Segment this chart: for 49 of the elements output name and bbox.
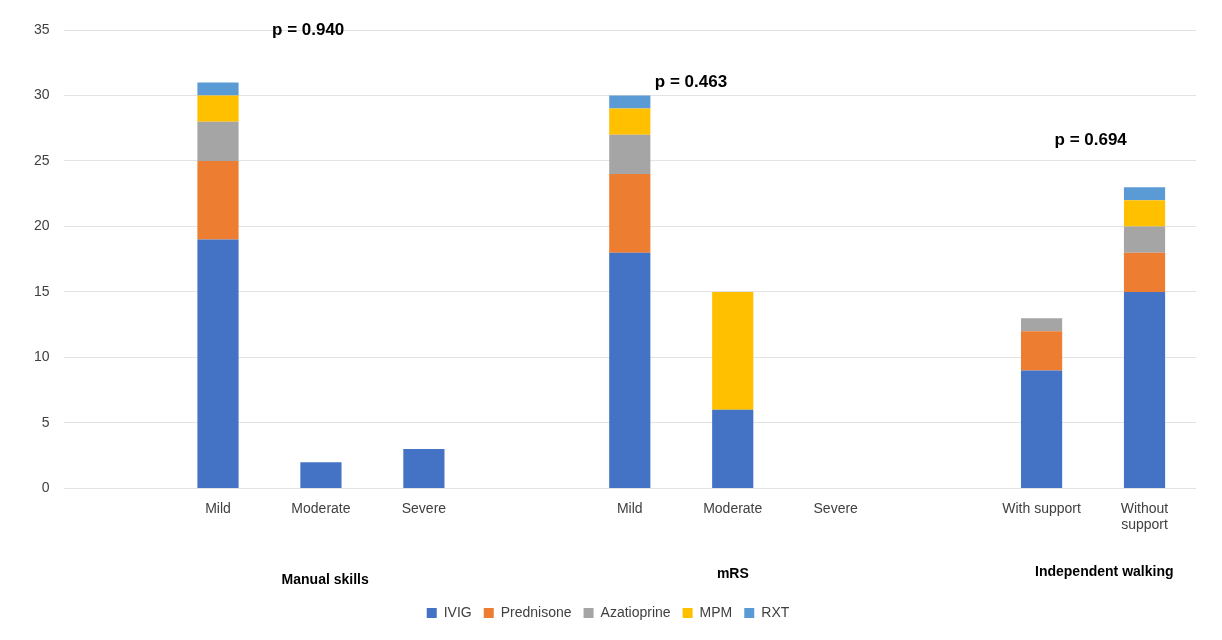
bar bbox=[403, 449, 445, 488]
bar bbox=[1123, 200, 1166, 227]
legend-label: Azatioprine bbox=[600, 603, 671, 620]
bar bbox=[712, 291, 754, 410]
y-tick-label: 0 bbox=[41, 479, 50, 496]
bar bbox=[609, 108, 651, 135]
annotation: p = 0.463 bbox=[654, 71, 728, 91]
annotation: p = 0.694 bbox=[1054, 129, 1128, 149]
bar bbox=[197, 239, 239, 488]
bar bbox=[197, 95, 239, 122]
bar bbox=[1020, 370, 1063, 488]
y-tick-label: 20 bbox=[33, 217, 50, 234]
y-tick-label: 35 bbox=[33, 20, 50, 37]
x-tick-label: Without support bbox=[1120, 499, 1169, 533]
bar bbox=[609, 174, 651, 253]
bar bbox=[609, 95, 651, 109]
x-tick-label: Mild bbox=[616, 499, 643, 516]
bar bbox=[1123, 291, 1166, 488]
x-tick-label: Severe bbox=[813, 499, 859, 516]
legend-label: IVIG bbox=[443, 603, 472, 620]
x-tick-label: Mild bbox=[205, 499, 231, 516]
legend-label: MPM bbox=[699, 603, 733, 620]
bar bbox=[197, 121, 239, 161]
legend-label: RXT bbox=[761, 603, 790, 620]
bar bbox=[1123, 226, 1166, 253]
x-tick-label: Severe bbox=[401, 499, 447, 516]
y-tick-label: 10 bbox=[33, 348, 50, 365]
bar bbox=[300, 462, 342, 488]
y-tick-label: 25 bbox=[33, 151, 50, 168]
annotation: p = 0.940 bbox=[272, 19, 345, 39]
y-tick-label: 15 bbox=[33, 282, 50, 299]
legend-label: Prednisone bbox=[500, 603, 572, 620]
bar bbox=[1020, 318, 1063, 332]
bar bbox=[609, 252, 651, 488]
x-tick-label: Moderate bbox=[291, 499, 351, 516]
y-tick-label: 5 bbox=[41, 413, 50, 430]
bar bbox=[1020, 331, 1063, 371]
text: mRS bbox=[716, 564, 749, 581]
x-tick-label: Moderate bbox=[703, 499, 763, 516]
bar bbox=[712, 409, 754, 488]
bar bbox=[1123, 187, 1166, 201]
bar bbox=[609, 134, 651, 175]
x-tick-label: With support bbox=[1002, 499, 1081, 516]
bar bbox=[197, 82, 239, 96]
text: Independent walking bbox=[1035, 562, 1174, 579]
bar bbox=[197, 160, 239, 240]
y-tick-label: 30 bbox=[33, 86, 50, 103]
text: Manual skills bbox=[281, 570, 369, 587]
bar bbox=[1123, 252, 1166, 292]
